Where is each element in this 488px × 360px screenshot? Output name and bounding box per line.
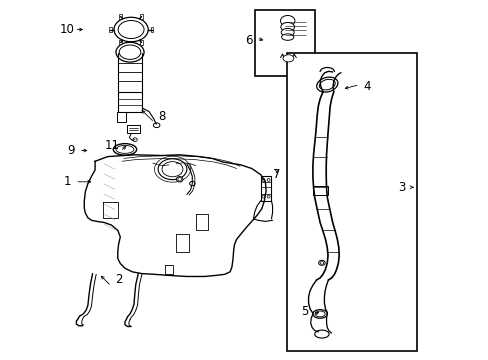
Bar bbox=[127, 125, 140, 133]
Ellipse shape bbox=[189, 181, 195, 186]
Bar bbox=[119, 14, 122, 19]
Text: 4: 4 bbox=[363, 80, 370, 93]
Ellipse shape bbox=[320, 261, 323, 264]
Ellipse shape bbox=[312, 310, 326, 318]
Ellipse shape bbox=[280, 22, 294, 31]
Ellipse shape bbox=[118, 21, 144, 39]
Bar bbox=[254, 10, 314, 76]
Text: 8: 8 bbox=[159, 110, 166, 123]
Bar bbox=[150, 27, 153, 32]
Bar bbox=[117, 112, 126, 122]
Ellipse shape bbox=[314, 330, 328, 338]
Ellipse shape bbox=[178, 177, 181, 181]
Ellipse shape bbox=[176, 177, 183, 182]
Ellipse shape bbox=[281, 34, 293, 40]
Ellipse shape bbox=[281, 28, 294, 36]
Ellipse shape bbox=[316, 77, 337, 92]
Bar bbox=[286, 53, 416, 351]
Ellipse shape bbox=[162, 162, 183, 177]
Text: 6: 6 bbox=[244, 34, 252, 47]
Ellipse shape bbox=[319, 79, 335, 90]
Bar bbox=[140, 40, 142, 45]
Text: 10: 10 bbox=[59, 23, 74, 36]
Bar bbox=[118, 92, 142, 112]
Ellipse shape bbox=[153, 123, 160, 128]
Ellipse shape bbox=[113, 144, 137, 155]
Ellipse shape bbox=[318, 260, 325, 265]
Ellipse shape bbox=[266, 195, 269, 198]
Ellipse shape bbox=[262, 195, 264, 198]
Bar bbox=[260, 176, 271, 201]
Text: 3: 3 bbox=[398, 181, 405, 194]
Ellipse shape bbox=[116, 145, 134, 153]
Ellipse shape bbox=[283, 55, 293, 62]
Text: 2: 2 bbox=[115, 273, 122, 286]
Text: 7: 7 bbox=[273, 168, 280, 181]
Ellipse shape bbox=[114, 17, 148, 42]
Text: 9: 9 bbox=[67, 144, 75, 157]
Bar bbox=[312, 186, 327, 195]
Ellipse shape bbox=[280, 15, 294, 26]
Ellipse shape bbox=[116, 42, 144, 62]
Bar bbox=[140, 14, 142, 19]
Ellipse shape bbox=[266, 179, 269, 181]
Ellipse shape bbox=[262, 179, 264, 181]
Text: 5: 5 bbox=[301, 305, 308, 318]
Ellipse shape bbox=[158, 159, 186, 180]
Ellipse shape bbox=[133, 138, 137, 141]
Bar bbox=[119, 40, 122, 45]
Ellipse shape bbox=[314, 311, 325, 317]
Text: 1: 1 bbox=[63, 175, 71, 188]
Text: 11: 11 bbox=[104, 139, 120, 152]
Bar bbox=[108, 27, 111, 32]
Ellipse shape bbox=[119, 45, 141, 59]
